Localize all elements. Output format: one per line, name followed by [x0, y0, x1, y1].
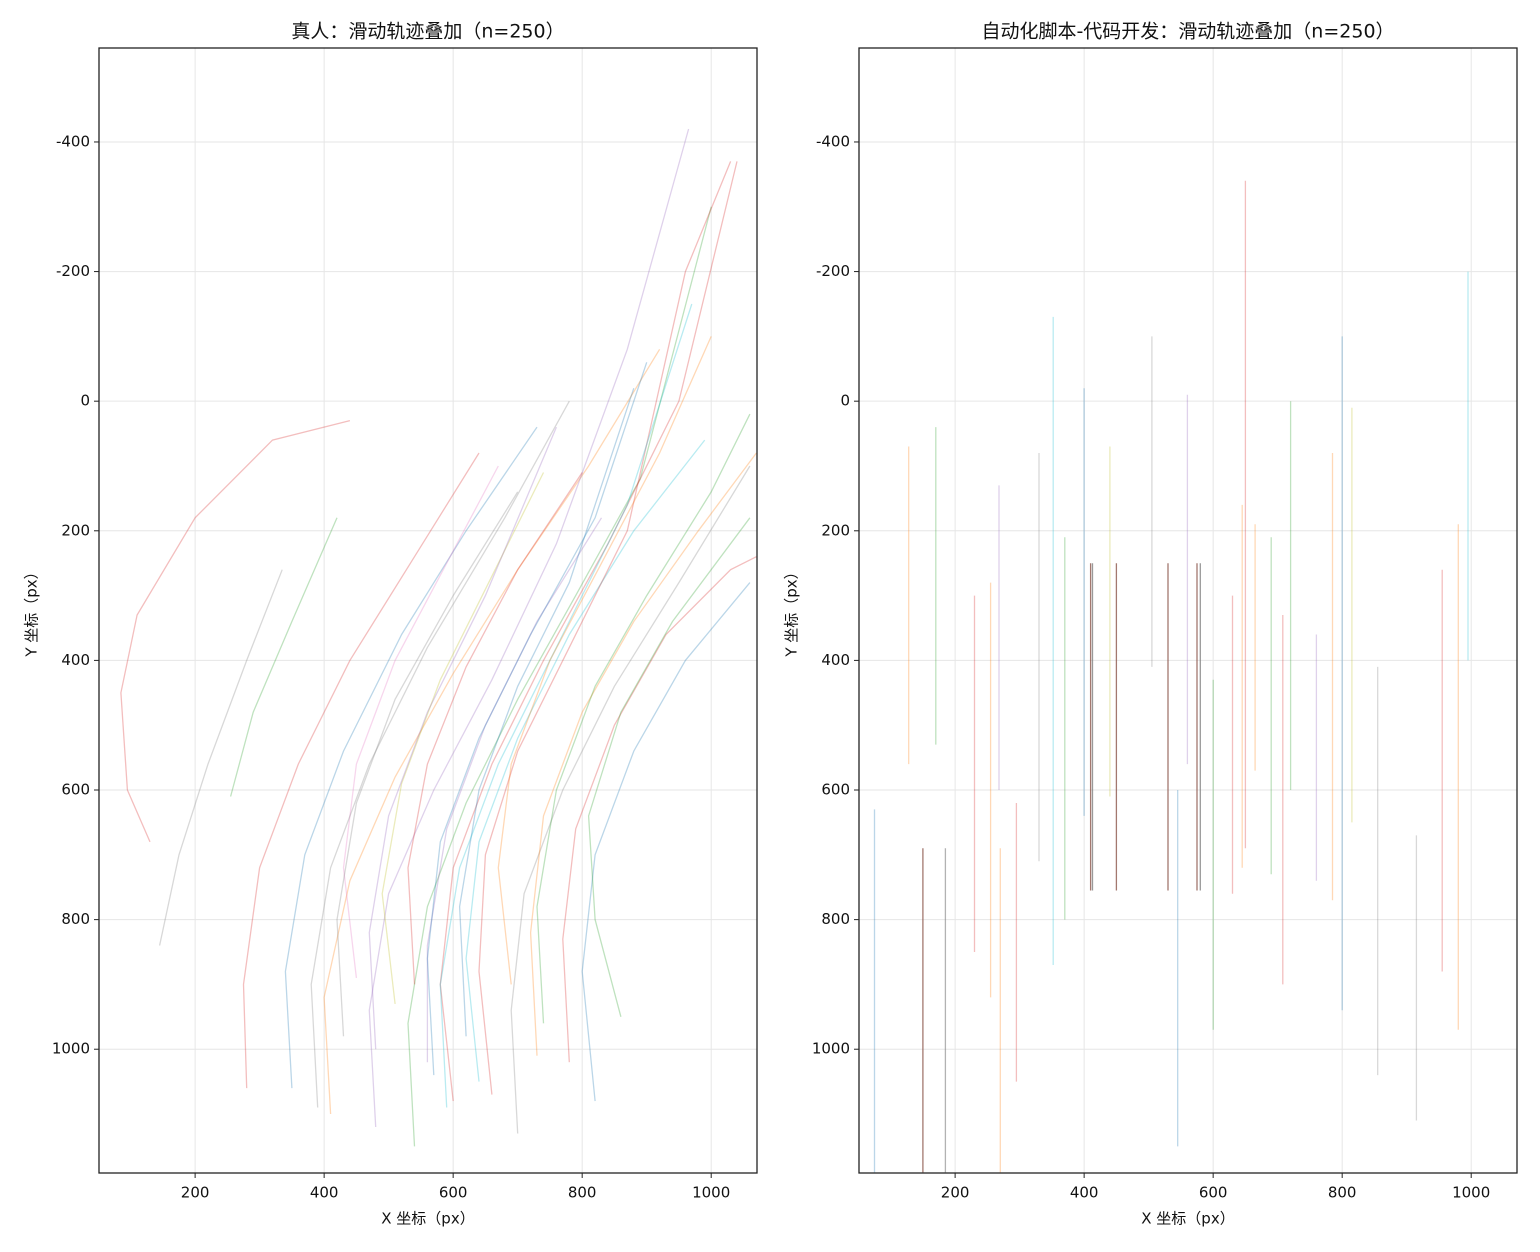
trajectory	[478, 161, 732, 1095]
x-tick-label: 600	[439, 1184, 468, 1202]
trajectory	[284, 426, 538, 1089]
trajectory	[310, 400, 570, 1108]
x-tick-label: 200	[181, 1184, 210, 1202]
x-tick-label: 200	[941, 1184, 970, 1202]
trajectory	[510, 465, 751, 1134]
trajectory	[336, 491, 519, 1037]
y-tick-label: 800	[61, 910, 90, 928]
chart-title: 自动化脚本-代码开发：滑动轨迹叠加（n=250）	[981, 21, 1394, 43]
y-tick-label: 600	[821, 781, 850, 799]
trajectory	[458, 387, 635, 1037]
trajectory	[439, 161, 738, 1102]
x-tick-label: 1000	[1452, 1184, 1490, 1202]
y-tick-label: 1000	[52, 1040, 90, 1058]
x-axis-label: X 坐标（px）	[381, 1210, 474, 1228]
x-tick-label: 400	[310, 1184, 339, 1202]
trajectory	[536, 413, 751, 1024]
y-tick-label: -400	[816, 132, 850, 150]
y-tick-label: 200	[821, 521, 850, 539]
trajectory	[368, 128, 690, 1128]
trajectory	[497, 336, 712, 985]
trajectory	[426, 362, 648, 1076]
trajectory	[342, 465, 499, 978]
trajectory	[587, 517, 751, 1017]
trajectory	[562, 556, 757, 1063]
trajectory	[439, 303, 693, 1108]
chart-title: 真人：滑动轨迹叠加（n=250）	[291, 21, 564, 43]
trajectory	[529, 452, 757, 1056]
y-tick-label: 400	[61, 651, 90, 669]
y-tick-label: 0	[80, 392, 90, 410]
trajectory	[381, 472, 545, 1004]
trajectory	[242, 452, 480, 1089]
x-axis-label: X 坐标（px）	[1141, 1210, 1234, 1228]
x-tick-label: 800	[568, 1184, 597, 1202]
plot-frame	[858, 47, 1518, 1174]
y-axis-label: Y 坐标（px）	[23, 564, 41, 657]
y-tick-label: 400	[821, 651, 850, 669]
trajectory	[158, 569, 283, 946]
y-tick-label: -400	[56, 132, 90, 150]
x-tick-label: 400	[1070, 1184, 1099, 1202]
x-tick-label: 600	[1199, 1184, 1228, 1202]
y-tick-label: 800	[821, 910, 850, 928]
y-tick-label: 200	[61, 521, 90, 539]
trajectory	[426, 517, 603, 1063]
y-tick-label: -200	[56, 262, 90, 280]
trajectory	[229, 517, 338, 797]
trajectory	[581, 582, 751, 1102]
x-tick-label: 800	[1328, 1184, 1357, 1202]
y-tick-label: 0	[840, 392, 850, 410]
y-tick-label: 600	[61, 781, 90, 799]
trajectory	[407, 206, 712, 1147]
trajectory	[465, 439, 706, 1082]
trajectory	[368, 426, 557, 1050]
y-axis-label: Y 坐标（px）	[783, 564, 801, 657]
y-tick-label: -200	[816, 262, 850, 280]
plot-frame	[98, 47, 758, 1174]
x-tick-label: 1000	[692, 1184, 730, 1202]
y-tick-label: 1000	[812, 1040, 850, 1058]
trajectory	[407, 472, 583, 985]
trajectory	[120, 419, 351, 843]
trajectory	[323, 348, 661, 1115]
